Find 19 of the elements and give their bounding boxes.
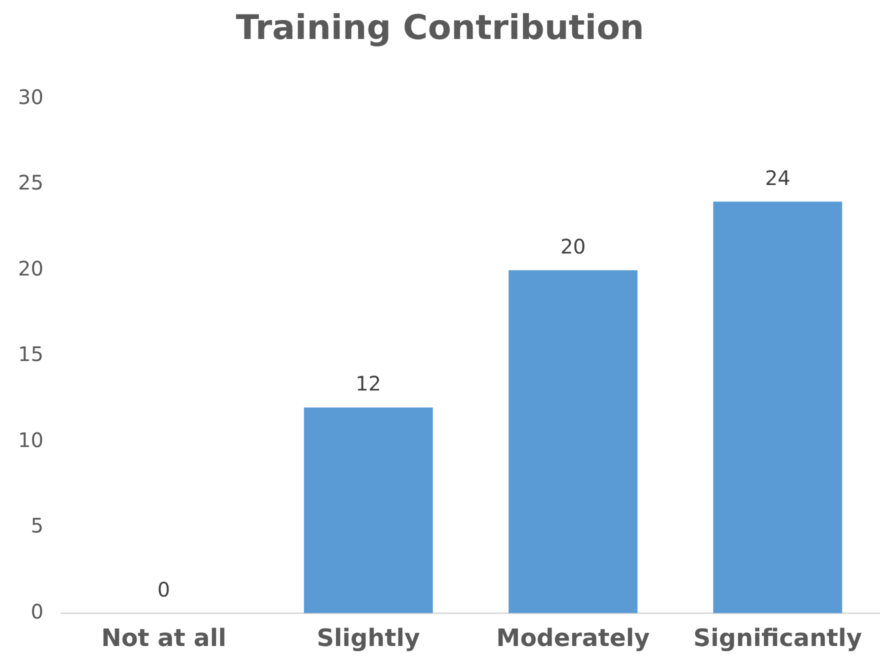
- data-label: 24: [764, 166, 790, 190]
- bar: [713, 202, 842, 614]
- x-tick-label: Slightly: [316, 624, 420, 652]
- y-tick-label: 15: [18, 342, 44, 366]
- data-label: 0: [157, 577, 170, 602]
- chart-title: Training Contribution: [236, 8, 644, 48]
- y-tick-label: 5: [30, 514, 44, 538]
- bar: [304, 407, 433, 614]
- y-tick-label: 10: [18, 428, 44, 452]
- data-label: 12: [356, 372, 382, 396]
- y-tick-label: 0: [30, 599, 44, 624]
- x-tick-label: Moderately: [496, 624, 650, 652]
- y-tick-label: 30: [18, 85, 44, 110]
- data-label: 20: [560, 234, 586, 258]
- y-tick-label: 25: [18, 170, 44, 195]
- y-tick-label: 20: [18, 256, 44, 280]
- x-tick-label: Significantly: [693, 624, 862, 652]
- bar: [508, 270, 638, 614]
- x-tick-label: Not at all: [101, 624, 226, 652]
